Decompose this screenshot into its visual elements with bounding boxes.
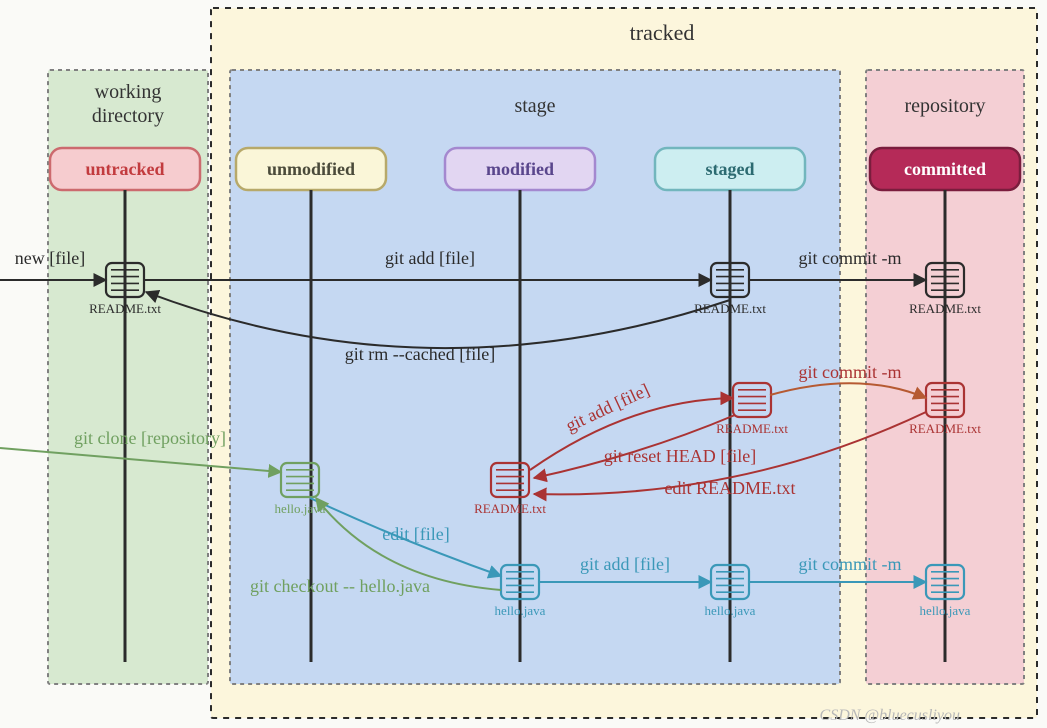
fileicon-label-hello-commit: hello.java (920, 603, 971, 618)
arrow-label-edit-readme: edit README.txt (665, 478, 796, 498)
fileicon-label-hello-mod: hello.java (495, 603, 546, 618)
arrow-label-git-rm-cached: git rm --cached [file] (345, 344, 495, 364)
watermark: CSDN @bluecusliyou (820, 707, 960, 724)
arrow-label-edit-file: edit [file] (382, 524, 449, 544)
arrow-label-new-file: new [file] (15, 248, 85, 268)
arrow-label-git-clone: git clone [repository] (74, 428, 226, 448)
fileicon-label-hello-staged: hello.java (705, 603, 756, 618)
stage-title: stage (514, 95, 555, 117)
arrow-label-git-checkout: git checkout -- hello.java (250, 576, 430, 596)
fileicon-label-readme-commit2: README.txt (909, 421, 981, 436)
fileicon-label-hello-unmod: hello.java (275, 501, 326, 516)
tracked-title: tracked (630, 20, 695, 45)
statebox-label-unmodified: unmodified (267, 159, 355, 179)
git-state-diagram: workingdirectory stage repository tracked un… (0, 0, 1047, 728)
fileicon-label-readme-untracked: README.txt (89, 301, 161, 316)
fileicon-label-readme-staged2: README.txt (716, 421, 788, 436)
fileicon-label-readme-commit1: README.txt (909, 301, 981, 316)
statebox-label-committed: committed (904, 159, 986, 179)
arrow-label-git-add-3: git add [file] (580, 554, 670, 574)
statebox-label-modified: modified (486, 159, 554, 179)
statebox-label-untracked: untracked (85, 159, 164, 179)
arrow-label-git-add-1: git add [file] (385, 248, 475, 268)
arrow-label-git-commit-3: git commit -m (799, 554, 902, 574)
arrow-label-git-reset-head: git reset HEAD [file] (604, 446, 756, 466)
arrow-label-git-commit-1: git commit -m (799, 248, 902, 268)
working-dir-title2: directory (92, 105, 164, 127)
statebox-label-staged: staged (706, 159, 755, 179)
repo-title: repository (904, 95, 985, 117)
arrow-label-git-commit-2: git commit -m (799, 362, 902, 382)
fileicon-label-readme-modified: README.txt (474, 501, 546, 516)
working-dir-title1: working (95, 81, 162, 103)
